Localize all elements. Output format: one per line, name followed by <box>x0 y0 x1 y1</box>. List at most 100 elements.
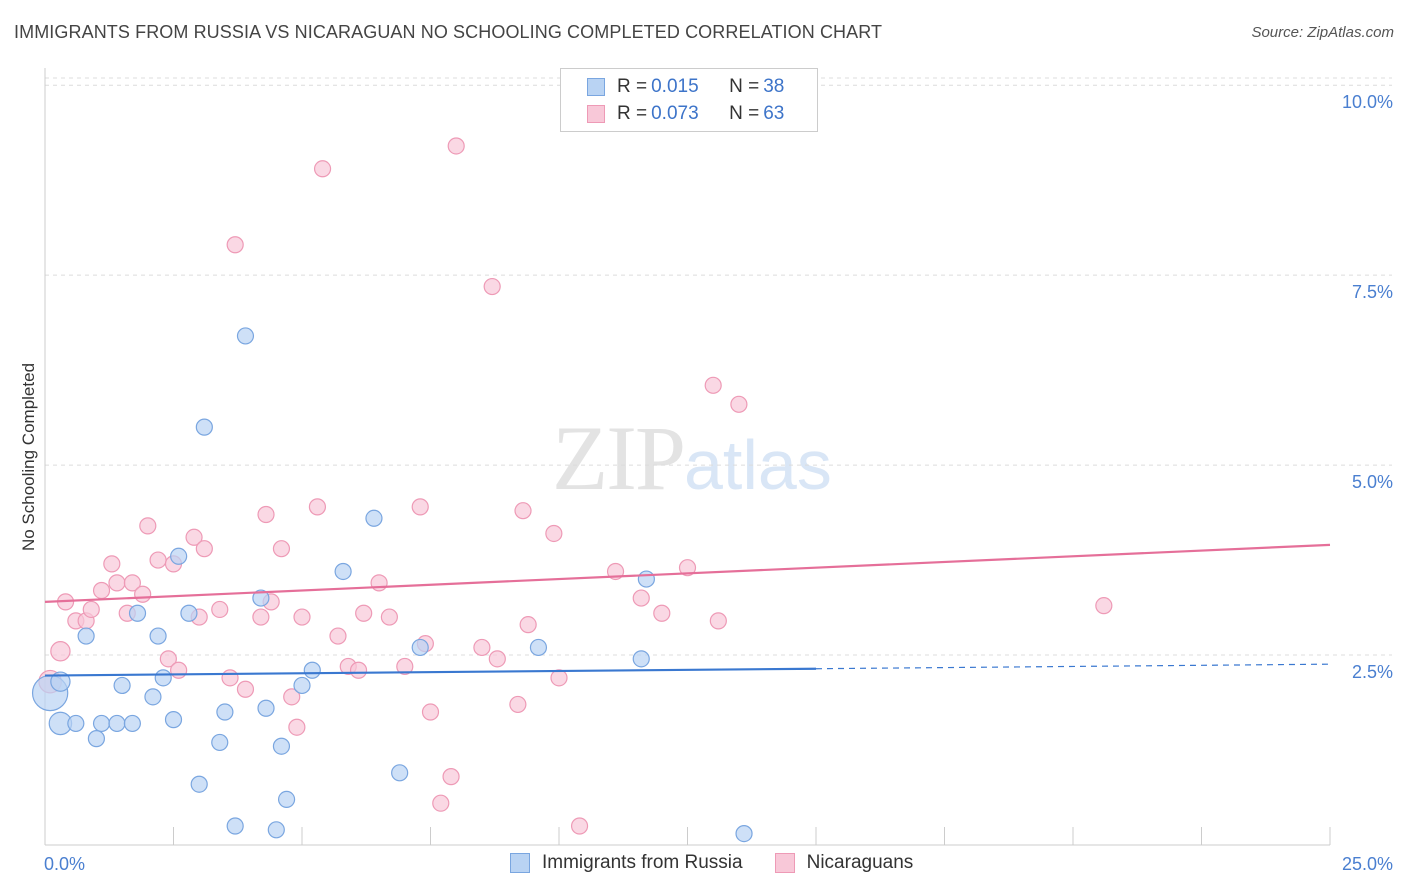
russia-point <box>180 604 198 622</box>
nicaraguan-point <box>123 574 141 592</box>
russia-point <box>195 418 213 436</box>
legend-swatch-nicaraguans <box>587 105 605 123</box>
nicaraguan-point <box>288 718 306 736</box>
nicaraguan-point <box>550 669 568 687</box>
nicaraguan-point <box>257 505 275 524</box>
nicaraguan-point <box>349 661 368 679</box>
russia-point <box>170 547 188 565</box>
series-swatch-nicaraguans <box>774 853 795 873</box>
data-points <box>31 137 1113 843</box>
russia-point <box>293 676 311 695</box>
nicaraguan-point <box>329 627 347 645</box>
nicaraguan-trend-line <box>44 543 1331 603</box>
nicaraguan-point <box>149 551 167 569</box>
nicaraguan-point <box>272 540 291 558</box>
legend-swatch-russia <box>587 78 605 96</box>
legend-n-label: N = <box>729 76 760 97</box>
nicaraguan-point <box>355 604 373 622</box>
nicaraguan-point <box>159 650 177 668</box>
russia-point <box>226 817 244 835</box>
legend-n-label: N = <box>729 103 760 124</box>
legend-n-value: 63 <box>763 103 785 124</box>
russia-point <box>164 711 183 729</box>
nicaraguan-point <box>82 600 100 619</box>
russia-point <box>303 661 321 679</box>
russia-point <box>735 825 753 843</box>
nicaraguan-point <box>632 589 650 607</box>
russia-point <box>144 688 162 706</box>
russia-point <box>211 733 229 752</box>
russia-point <box>391 764 409 782</box>
nicaraguan-point <box>185 528 203 546</box>
y-tick-label: 7.5% <box>1352 282 1393 302</box>
nicaraguan-point <box>1095 597 1113 615</box>
russia-point <box>67 714 85 733</box>
trend-lines <box>44 543 1331 677</box>
nicaraguan-point <box>514 502 532 520</box>
grid <box>45 77 1392 656</box>
russia-point <box>190 775 208 793</box>
russia-point <box>149 627 167 645</box>
nicaraguan-point <box>170 661 188 679</box>
stats-legend: R = 0.015 N = 38 R = 0.073 N = 63 <box>560 68 818 132</box>
russia-point <box>123 714 141 733</box>
nicaraguan-point <box>380 608 398 626</box>
nicaraguan-point <box>678 559 697 577</box>
nicaraguan-point <box>421 703 440 721</box>
series-label-nicaraguans: Nicaraguans <box>806 852 914 873</box>
russia-point <box>529 638 548 657</box>
legend-r-value: 0.015 <box>651 76 699 97</box>
legend-r-label: R = <box>617 76 648 97</box>
nicaraguan-point <box>709 612 727 630</box>
series-legend: Immigrants from Russia Nicaraguans <box>510 852 945 874</box>
russia-point <box>236 327 255 345</box>
nicaraguan-point <box>252 608 270 626</box>
y-tick-label: 10.0% <box>1342 92 1393 112</box>
nicaraguan-point <box>195 540 213 558</box>
watermark-zip: ZIP <box>552 407 686 509</box>
series-legend-item-nicaraguans[interactable]: Nicaraguans <box>774 852 914 874</box>
legend-r-label: R = <box>617 103 648 124</box>
nicaraguan-point <box>92 581 111 600</box>
russia-trend-extension <box>815 663 1331 670</box>
series-label-russia: Immigrants from Russia <box>542 852 743 873</box>
nicaraguan-point <box>483 277 501 296</box>
russia-point <box>154 669 172 687</box>
chart-title: IMMIGRANTS FROM RUSSIA VS NICARAGUAN NO … <box>14 22 883 42</box>
nicaraguan-point <box>488 650 506 668</box>
russia-point <box>77 627 95 645</box>
nicaraguan-point <box>50 641 71 662</box>
russia-point <box>92 714 111 733</box>
russia-point <box>128 604 147 622</box>
chart-source: Source: ZipAtlas.com <box>1251 24 1394 41</box>
legend-row-nicaraguans: R = 0.073 N = 63 <box>587 101 784 127</box>
x-tick-label: 25.0% <box>1342 854 1393 874</box>
nicaraguan-point <box>236 680 255 698</box>
nicaraguan-point <box>545 524 563 543</box>
nicaraguan-point <box>308 498 327 516</box>
legend-row-russia: R = 0.015 N = 38 <box>587 74 784 100</box>
nicaraguan-point <box>473 638 491 657</box>
nicaraguan-point <box>293 608 311 626</box>
nicaraguan-point <box>139 517 157 535</box>
russia-point <box>272 737 291 755</box>
nicaraguan-point <box>221 669 239 687</box>
russia-point <box>113 676 131 695</box>
nicaraguan-point <box>509 695 527 714</box>
russia-point <box>252 589 270 607</box>
nicaraguan-point <box>432 794 450 812</box>
russia-point <box>216 703 234 721</box>
nicaraguan-point <box>313 160 332 178</box>
nicaraguan-point <box>134 585 152 603</box>
russia-trend-line <box>44 667 817 677</box>
series-swatch-russia <box>510 853 530 873</box>
nicaraguan-point <box>570 817 589 835</box>
y-tick-label: 5.0% <box>1352 472 1393 492</box>
russia-point <box>277 790 296 809</box>
nicaraguan-point <box>653 604 671 622</box>
nicaraguan-point <box>519 616 537 634</box>
series-legend-item-russia[interactable]: Immigrants from Russia <box>510 852 743 874</box>
nicaraguan-point <box>108 574 126 592</box>
russia-point <box>637 570 655 588</box>
legend-r-value: 0.073 <box>651 103 699 124</box>
